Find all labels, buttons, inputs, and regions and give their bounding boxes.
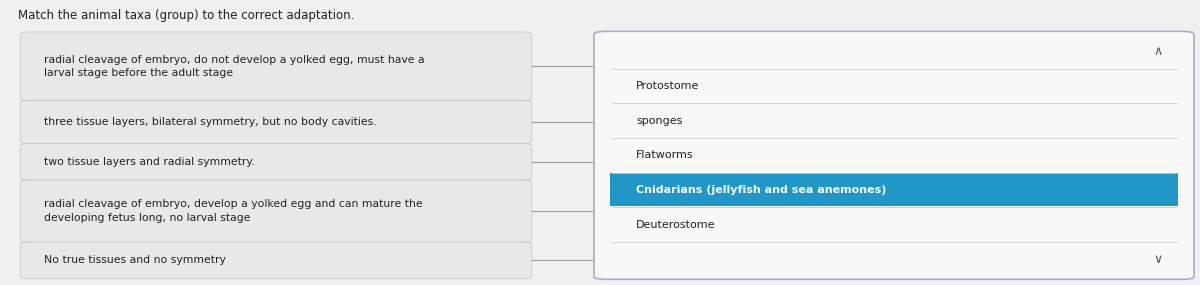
Text: ∨: ∨ — [1153, 253, 1163, 266]
Text: radial cleavage of embryo, develop a yolked egg and can mature the
developing fe: radial cleavage of embryo, develop a yol… — [44, 200, 424, 223]
Text: No true tissues and no symmetry: No true tissues and no symmetry — [44, 255, 227, 265]
Text: Match the animal taxa (group) to the correct adaptation.: Match the animal taxa (group) to the cor… — [18, 9, 354, 22]
FancyBboxPatch shape — [20, 180, 532, 242]
Text: Deuterostome: Deuterostome — [636, 219, 715, 229]
Text: sponges: sponges — [636, 116, 683, 126]
FancyBboxPatch shape — [20, 242, 532, 279]
FancyBboxPatch shape — [20, 101, 532, 144]
FancyBboxPatch shape — [20, 32, 532, 101]
FancyBboxPatch shape — [20, 143, 532, 180]
Text: two tissue layers and radial symmetry.: two tissue layers and radial symmetry. — [44, 157, 256, 167]
Text: ∧: ∧ — [1153, 45, 1163, 58]
Text: three tissue layers, bilateral symmetry, but no body cavities.: three tissue layers, bilateral symmetry,… — [44, 117, 377, 127]
Text: radial cleavage of embryo, do not develop a yolked egg, must have a
larval stage: radial cleavage of embryo, do not develo… — [44, 55, 425, 78]
Text: Protostome: Protostome — [636, 81, 700, 91]
FancyBboxPatch shape — [594, 31, 1194, 279]
FancyBboxPatch shape — [610, 174, 1178, 206]
Text: Cnidarians (jellyfish and sea anemones): Cnidarians (jellyfish and sea anemones) — [636, 185, 887, 195]
Text: Flatworms: Flatworms — [636, 150, 694, 160]
